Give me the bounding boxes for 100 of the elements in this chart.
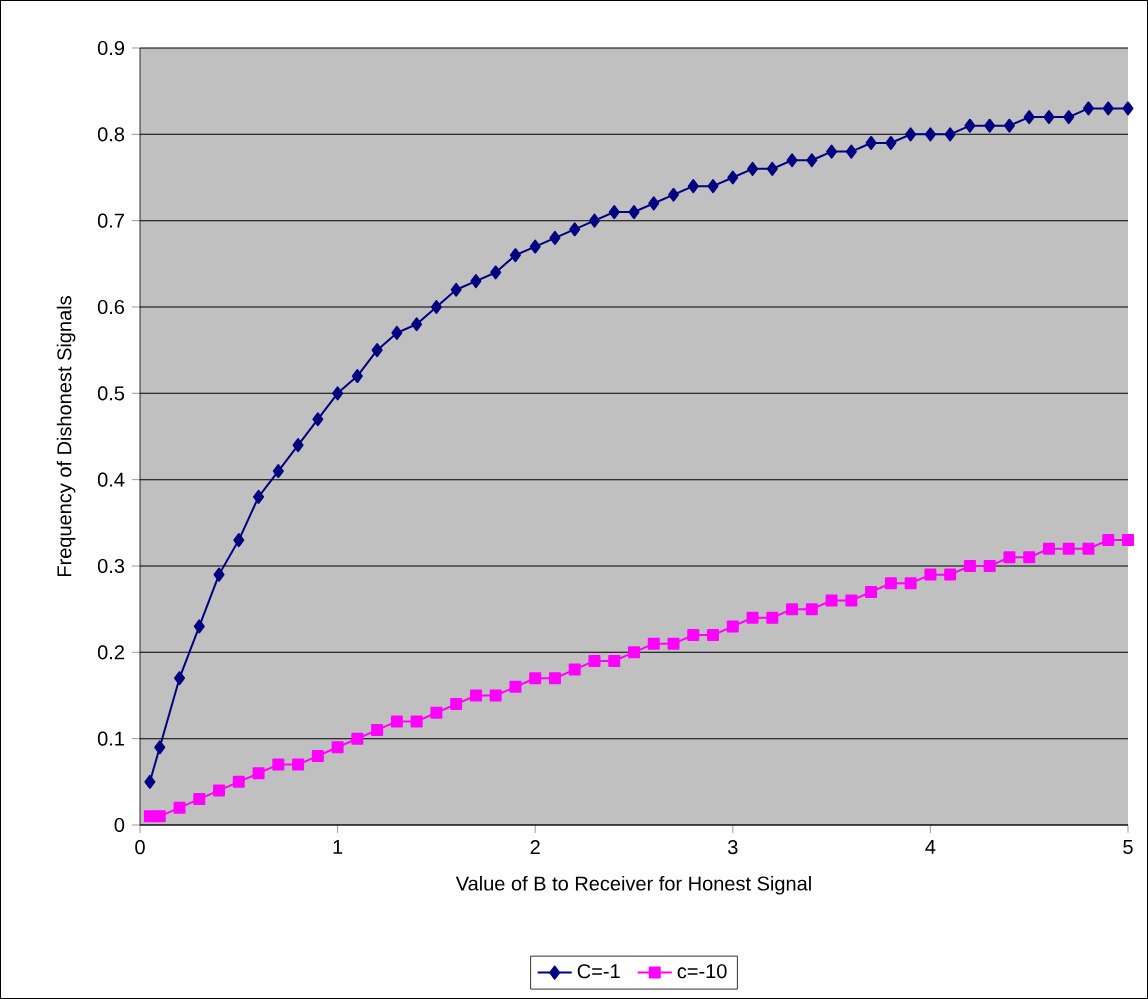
point xyxy=(568,663,581,676)
x-tick-label: 1 xyxy=(333,840,343,854)
point xyxy=(884,577,897,590)
point xyxy=(826,144,838,159)
point xyxy=(825,594,838,607)
point xyxy=(1043,110,1055,125)
point xyxy=(648,196,660,211)
point xyxy=(430,300,442,314)
point xyxy=(1102,101,1114,116)
point xyxy=(766,161,778,176)
point xyxy=(1003,551,1016,564)
point xyxy=(865,135,877,150)
point xyxy=(292,758,305,771)
point xyxy=(272,758,285,771)
point xyxy=(411,317,423,332)
point xyxy=(154,740,166,755)
point xyxy=(371,343,383,358)
point xyxy=(628,205,640,220)
point xyxy=(885,135,897,150)
point xyxy=(569,222,581,237)
point xyxy=(311,749,324,762)
point xyxy=(608,654,621,667)
point xyxy=(430,706,443,719)
point xyxy=(984,118,996,133)
point xyxy=(905,127,917,142)
point xyxy=(548,672,561,685)
x-tick-label: 4 xyxy=(925,840,936,854)
point xyxy=(193,619,205,634)
point xyxy=(983,559,996,572)
point xyxy=(232,775,245,788)
x-tick-label: 0 xyxy=(135,840,145,855)
point xyxy=(1082,542,1095,555)
point xyxy=(647,637,660,650)
point xyxy=(904,577,917,590)
point xyxy=(173,801,186,814)
point xyxy=(687,629,700,642)
point xyxy=(746,611,759,624)
point xyxy=(964,118,976,133)
point xyxy=(786,603,799,616)
point xyxy=(944,568,957,581)
point xyxy=(786,153,798,168)
point xyxy=(252,767,265,780)
point xyxy=(450,698,463,711)
x-tick-label: 3 xyxy=(727,840,738,855)
point xyxy=(213,784,226,797)
point xyxy=(668,187,680,202)
y-tick-label: 0.9 xyxy=(97,40,125,56)
point xyxy=(588,213,600,228)
point xyxy=(963,559,976,572)
point xyxy=(1082,101,1094,116)
point xyxy=(174,671,186,686)
point xyxy=(410,715,423,728)
y-tick-label: 0.3 xyxy=(97,558,125,574)
point xyxy=(806,153,818,168)
point xyxy=(371,724,384,737)
point xyxy=(253,489,265,504)
point xyxy=(144,774,156,789)
point xyxy=(687,179,699,194)
y-tick-label: 0.6 xyxy=(97,299,125,315)
point xyxy=(213,567,225,582)
point xyxy=(588,654,601,667)
point xyxy=(529,239,541,254)
point xyxy=(1102,534,1115,547)
point xyxy=(1062,542,1075,555)
point xyxy=(805,603,818,616)
point xyxy=(667,637,680,650)
point xyxy=(924,568,937,581)
point xyxy=(1023,110,1035,125)
point xyxy=(450,282,462,297)
point xyxy=(390,715,403,728)
point xyxy=(469,689,482,702)
y-axis-title: Frequency of Dishonest Signals xyxy=(56,296,76,577)
point xyxy=(726,620,739,633)
point xyxy=(529,672,542,685)
point xyxy=(1063,110,1075,125)
point xyxy=(153,810,166,823)
point xyxy=(331,741,344,754)
point xyxy=(1042,542,1055,555)
point xyxy=(233,533,245,548)
legend-label: c=-10 xyxy=(677,964,727,979)
point xyxy=(707,179,719,194)
legend-label: C=-1 xyxy=(577,964,620,979)
point xyxy=(470,274,482,289)
y-tick-label: 0.5 xyxy=(97,386,125,401)
point xyxy=(490,265,502,280)
point xyxy=(747,161,759,176)
point xyxy=(332,386,344,401)
point xyxy=(766,611,779,624)
point xyxy=(509,248,521,263)
y-tick-label: 0.8 xyxy=(97,127,125,142)
point xyxy=(292,438,304,453)
point xyxy=(845,594,858,607)
point xyxy=(489,689,502,702)
point xyxy=(549,230,561,245)
point xyxy=(351,369,363,384)
point xyxy=(391,325,403,340)
point xyxy=(1122,534,1134,547)
point xyxy=(351,732,364,745)
point xyxy=(608,205,620,220)
point xyxy=(1003,118,1015,133)
